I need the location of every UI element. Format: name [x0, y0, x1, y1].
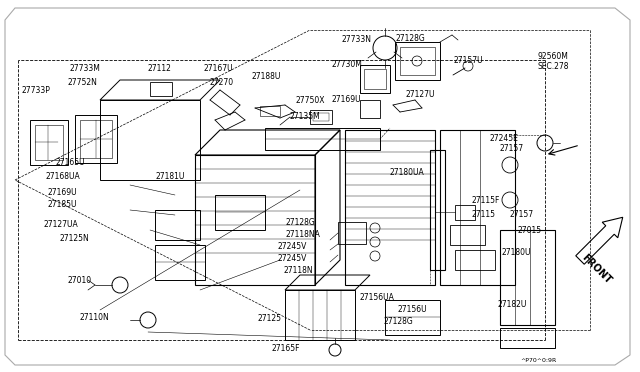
- Bar: [310, 110, 332, 124]
- Bar: [360, 65, 390, 93]
- Text: 27733M: 27733M: [69, 64, 100, 73]
- Text: 27167U: 27167U: [204, 64, 234, 73]
- Bar: [195, 155, 315, 285]
- Text: 27010: 27010: [68, 276, 92, 285]
- Text: 27118NA: 27118NA: [285, 230, 320, 239]
- Bar: [30, 120, 68, 165]
- Text: 27128G: 27128G: [396, 34, 426, 43]
- Text: 27015: 27015: [518, 226, 542, 235]
- Bar: [500, 230, 555, 325]
- Text: 27157: 27157: [510, 210, 534, 219]
- Text: 27118N: 27118N: [283, 266, 312, 275]
- Bar: [450, 225, 485, 245]
- Text: 27127U: 27127U: [406, 90, 435, 99]
- Text: 27157U: 27157U: [454, 56, 484, 65]
- Text: 27733P: 27733P: [22, 86, 51, 95]
- Text: 27270: 27270: [210, 78, 234, 87]
- Text: 27125: 27125: [258, 314, 282, 323]
- Text: 27115F: 27115F: [472, 196, 500, 205]
- Text: 27733N: 27733N: [342, 35, 372, 44]
- Bar: [455, 250, 495, 270]
- Bar: [385, 300, 440, 335]
- Bar: [500, 328, 555, 348]
- Text: 27110N: 27110N: [80, 313, 109, 322]
- Bar: [430, 150, 445, 270]
- Text: ^P70^0:9R: ^P70^0:9R: [520, 358, 556, 363]
- Text: 27185U: 27185U: [48, 200, 77, 209]
- Bar: [100, 100, 200, 180]
- Bar: [455, 205, 475, 220]
- Bar: [80, 120, 112, 158]
- Text: 27165U: 27165U: [55, 158, 84, 167]
- Bar: [400, 47, 435, 75]
- Bar: [35, 125, 63, 160]
- Text: SEC.278: SEC.278: [538, 62, 570, 71]
- Text: FRONT: FRONT: [580, 252, 613, 285]
- Text: 27135M: 27135M: [290, 112, 321, 121]
- Bar: [345, 130, 435, 285]
- Bar: [338, 222, 366, 244]
- Bar: [155, 245, 205, 280]
- Bar: [395, 42, 440, 80]
- Bar: [150, 82, 172, 96]
- Text: 27245E: 27245E: [490, 134, 519, 143]
- Bar: [440, 130, 515, 285]
- FancyArrow shape: [576, 217, 623, 264]
- Text: 27156UA: 27156UA: [360, 293, 395, 302]
- Text: 27750X: 27750X: [295, 96, 324, 105]
- Text: 27169U: 27169U: [48, 188, 77, 197]
- Text: 27180UA: 27180UA: [390, 168, 425, 177]
- Text: 27180U: 27180U: [502, 248, 531, 257]
- Bar: [313, 113, 329, 121]
- Bar: [364, 69, 386, 89]
- Bar: [360, 100, 380, 118]
- Text: 27165F: 27165F: [272, 344, 301, 353]
- Text: 27127UA: 27127UA: [44, 220, 79, 229]
- Bar: [155, 210, 200, 240]
- Text: 27188U: 27188U: [252, 72, 282, 81]
- Text: 27182U: 27182U: [497, 300, 526, 309]
- Text: 27168UA: 27168UA: [45, 172, 80, 181]
- Text: 27245V: 27245V: [278, 242, 307, 251]
- Text: 27752N: 27752N: [67, 78, 97, 87]
- Text: 27157: 27157: [500, 144, 524, 153]
- Text: 27181U: 27181U: [155, 172, 184, 181]
- Bar: [265, 128, 380, 150]
- Text: 27112: 27112: [148, 64, 172, 73]
- Text: 27128G: 27128G: [383, 317, 413, 326]
- Text: 27125N: 27125N: [60, 234, 90, 243]
- Text: 27156U: 27156U: [398, 305, 428, 314]
- Text: 27245V: 27245V: [278, 254, 307, 263]
- Text: 27169U: 27169U: [332, 95, 362, 104]
- Text: 27115: 27115: [472, 210, 496, 219]
- Text: 27128G: 27128G: [285, 218, 315, 227]
- Bar: [285, 290, 355, 340]
- Text: 27730M: 27730M: [332, 60, 363, 69]
- Text: 92560M: 92560M: [538, 52, 569, 61]
- Bar: [260, 106, 280, 116]
- Bar: [75, 115, 117, 163]
